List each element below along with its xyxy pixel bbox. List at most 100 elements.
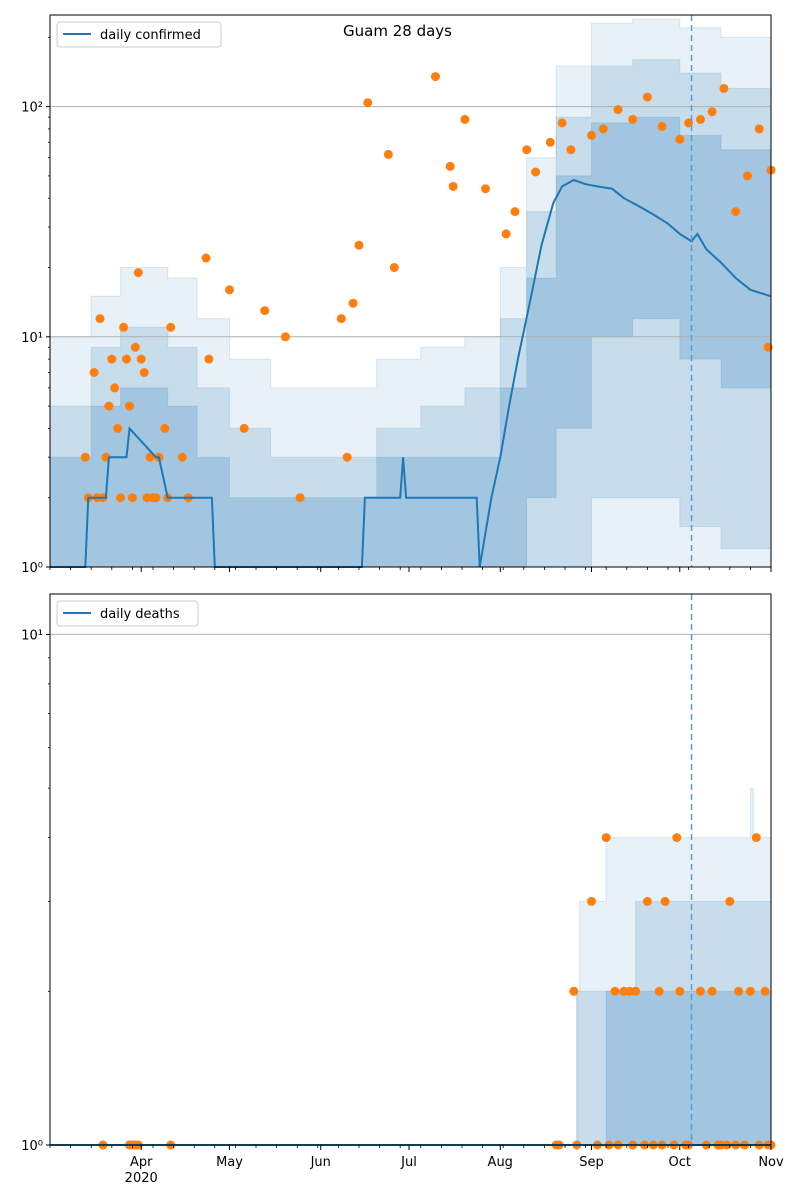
y-tick-label: 10² — [21, 101, 43, 116]
data-point — [116, 493, 126, 503]
data-point — [675, 986, 685, 996]
data-point — [657, 121, 667, 131]
data-point — [531, 167, 541, 177]
data-point — [95, 314, 105, 324]
confirmed-x-ticks — [49, 567, 772, 572]
data-point — [127, 493, 137, 503]
data-point — [239, 423, 249, 433]
data-point — [557, 118, 567, 128]
data-point — [445, 161, 455, 171]
deaths-y-ticks: 10⁰ 10¹ — [21, 628, 50, 1154]
data-point — [448, 181, 458, 191]
x-tick-label: Jun — [310, 1155, 331, 1170]
data-point — [295, 493, 305, 503]
confirmed-axes-frame — [49, 14, 772, 568]
data-point — [587, 896, 596, 906]
data-point — [598, 124, 608, 134]
data-point — [389, 263, 399, 272]
deaths-bands — [559, 787, 772, 1146]
data-point — [125, 401, 134, 411]
legend-box — [56, 600, 199, 627]
data-point — [363, 98, 373, 108]
data-point — [383, 149, 393, 159]
data-point — [510, 207, 520, 217]
chart-title: Guam 28 days — [343, 22, 452, 40]
data-point — [342, 452, 352, 462]
data-point — [177, 452, 187, 462]
y-tick-label: 10¹ — [21, 628, 43, 643]
data-point — [695, 114, 705, 124]
data-point — [348, 298, 358, 308]
data-point — [751, 833, 761, 843]
data-point — [133, 268, 143, 278]
x-tick-label: Nov — [758, 1155, 784, 1170]
data-point — [130, 342, 140, 352]
confirmed-bands — [49, 18, 772, 568]
data-point — [642, 896, 652, 906]
data-point — [204, 354, 214, 364]
legend-label: daily deaths — [100, 607, 180, 622]
data-point — [110, 383, 120, 393]
data-point — [631, 986, 641, 996]
x-tick-label: May — [216, 1155, 243, 1170]
data-point — [707, 107, 717, 117]
data-point — [545, 137, 555, 147]
data-point — [731, 207, 741, 217]
data-point — [745, 986, 755, 996]
data-point — [431, 72, 440, 82]
legend-label: daily confirmed — [100, 28, 201, 43]
data-point — [201, 253, 211, 263]
data-point — [725, 896, 735, 906]
x-tick-label: Oct — [669, 1155, 691, 1170]
data-point — [660, 896, 670, 906]
data-point — [707, 986, 717, 996]
x-tick-label: Apr — [130, 1155, 153, 1170]
data-point — [104, 401, 114, 411]
data-point — [136, 354, 146, 364]
deaths-legend: daily deaths — [56, 600, 199, 627]
y-tick-label: 10⁰ — [21, 1139, 43, 1154]
data-point — [119, 322, 129, 332]
x-tick-label: Aug — [488, 1155, 513, 1170]
data-point — [601, 833, 611, 843]
data-point — [587, 130, 596, 140]
data-point — [613, 105, 623, 115]
data-point — [89, 368, 99, 377]
data-point — [522, 145, 532, 155]
confirmed-panel: 10⁰ 10¹ 10² Guam 28 days daily confirmed — [21, 14, 776, 576]
x-tick-year-label: 2020 — [125, 1171, 158, 1186]
data-point — [481, 184, 490, 194]
data-point — [280, 332, 290, 342]
data-point — [743, 171, 752, 181]
data-point — [760, 986, 770, 996]
data-point — [719, 83, 729, 93]
data-point — [107, 354, 117, 364]
data-point — [754, 124, 764, 134]
data-point — [734, 986, 744, 996]
data-point — [672, 833, 682, 843]
data-point — [113, 423, 123, 433]
data-point — [160, 423, 170, 433]
x-tick-label: Jul — [400, 1155, 417, 1170]
data-point — [675, 134, 685, 144]
confirmed-y-ticks: 10⁰ 10¹ 10² — [21, 36, 50, 576]
x-tick-label: Sep — [579, 1155, 604, 1170]
data-point — [166, 322, 176, 332]
data-point — [225, 285, 234, 295]
data-point — [763, 342, 773, 352]
data-point — [139, 368, 149, 377]
data-point — [354, 240, 364, 250]
y-tick-label: 10¹ — [21, 331, 43, 346]
data-point — [122, 354, 131, 364]
data-point — [336, 314, 346, 324]
band-inner — [605, 990, 772, 1146]
data-point — [260, 306, 270, 316]
data-point — [566, 145, 576, 155]
y-tick-label: 10⁰ — [21, 561, 43, 576]
data-point — [695, 986, 705, 996]
legend-box — [56, 21, 222, 48]
data-point — [145, 452, 155, 462]
